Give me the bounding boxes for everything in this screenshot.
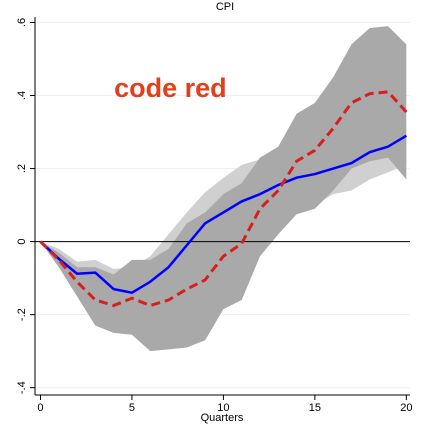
x-tick-label: 0: [37, 402, 43, 414]
x-tick-label: 20: [400, 402, 412, 414]
y-tick-label: -.2: [16, 308, 28, 321]
annotation: code red: [114, 73, 227, 103]
y-tick-label: 0: [16, 239, 28, 245]
y-tick-label: .6: [16, 18, 28, 27]
x-axis-label: Quarters: [201, 412, 244, 424]
x-tick-label: 10: [217, 402, 229, 414]
x-tick-label: 15: [309, 402, 321, 414]
y-tick-label: -.4: [16, 381, 28, 394]
chart-title: CPI: [216, 1, 234, 13]
y-tick-label: .2: [16, 164, 28, 173]
series-line: [39, 134, 407, 295]
series-line: [39, 90, 408, 308]
x-tick-label: 5: [129, 402, 135, 414]
y-tick-label: .4: [16, 91, 28, 100]
confidence-band: [40, 26, 407, 352]
